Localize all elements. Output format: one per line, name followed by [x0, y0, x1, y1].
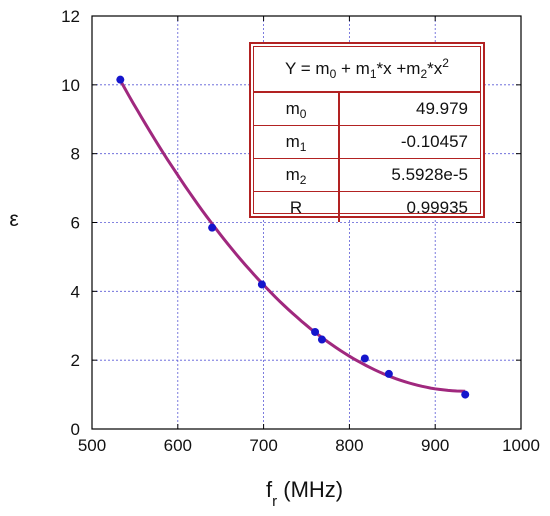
data-point — [311, 327, 320, 336]
x-axis-label-subscript: r — [272, 493, 277, 510]
data-point — [257, 280, 266, 289]
data-point — [116, 75, 125, 84]
x-tick-label: 600 — [164, 436, 192, 455]
y-axis-label: ε — [9, 208, 18, 231]
data-point — [461, 390, 470, 399]
eq-subscript: 1 — [369, 67, 377, 81]
x-axis-label-main: f — [266, 477, 273, 502]
eq-part: *x +m — [376, 59, 421, 78]
param-row: R 0.99935 — [254, 192, 480, 222]
y-tick-label: 8 — [71, 145, 80, 164]
fit-results-table: Y = m0 + m1*x +m2*x2 m0 49.979 m1 -0.104… — [249, 42, 485, 222]
eq-subscript: 2 — [420, 67, 428, 81]
eq-part: Y = m — [285, 59, 330, 78]
x-axis-label-unit: (MHz) — [277, 477, 343, 502]
x-tick-label: 500 — [78, 436, 106, 455]
param-name: m0 — [254, 93, 340, 125]
eq-superscript: 2 — [442, 56, 449, 70]
y-tick-labels: 0 2 4 6 8 10 12 — [61, 7, 80, 439]
param-row: m1 -0.10457 — [254, 126, 480, 159]
param-value: 49.979 — [416, 99, 468, 118]
ticks — [91, 15, 522, 430]
data-points — [116, 75, 470, 399]
y-tick-label: 2 — [71, 351, 80, 370]
y-tick-label: 12 — [61, 7, 80, 26]
param-row: m0 49.979 — [254, 93, 480, 126]
fit-curve — [118, 79, 466, 393]
y-tick-label: 0 — [71, 420, 80, 439]
data-point — [208, 223, 217, 232]
y-tick-label: 10 — [61, 76, 80, 95]
fit-results-inner: Y = m0 + m1*x +m2*x2 m0 49.979 m1 -0.104… — [253, 46, 481, 222]
x-tick-label: 1000 — [502, 436, 540, 455]
x-tick-label: 800 — [335, 436, 363, 455]
y-tick-label: 4 — [71, 282, 80, 301]
param-value: -0.10457 — [400, 132, 468, 151]
eq-subscript: 0 — [329, 67, 337, 81]
fit-equation: Y = m0 + m1*x +m2*x2 — [254, 47, 480, 93]
param-row: m2 5.5928e-5 — [254, 159, 480, 192]
param-name: m1 — [254, 126, 340, 158]
param-value: 5.5928e-5 — [391, 165, 468, 184]
x-tick-label: 700 — [249, 436, 277, 455]
data-point — [384, 369, 393, 378]
eq-part: + m — [336, 59, 370, 78]
x-axis-label: fr (MHz) — [266, 477, 343, 510]
data-point — [317, 335, 326, 344]
x-tick-labels: 500 600 700 800 900 1000 — [78, 436, 540, 455]
param-name: m2 — [254, 159, 340, 191]
param-name: R — [254, 192, 340, 222]
y-tick-label: 6 — [71, 214, 80, 233]
x-tick-label: 900 — [421, 436, 449, 455]
data-point — [360, 354, 369, 363]
eq-part: *x — [427, 59, 443, 78]
param-value: 0.99935 — [406, 198, 468, 217]
